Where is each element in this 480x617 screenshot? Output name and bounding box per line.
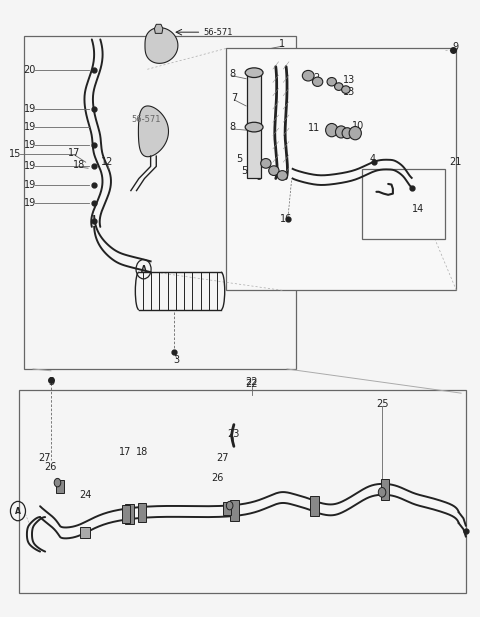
Text: 5: 5 [236, 154, 242, 164]
Text: 14: 14 [412, 204, 424, 213]
Text: 4: 4 [370, 154, 376, 164]
Text: 10: 10 [352, 121, 365, 131]
Ellipse shape [335, 83, 343, 91]
Text: 27: 27 [216, 453, 228, 463]
Ellipse shape [349, 126, 361, 140]
Ellipse shape [269, 166, 279, 175]
Text: 56-571: 56-571 [131, 115, 161, 125]
Text: 25: 25 [376, 399, 388, 409]
Ellipse shape [327, 78, 336, 86]
Text: 8: 8 [229, 122, 235, 132]
Text: 6: 6 [256, 172, 262, 181]
Text: A: A [141, 265, 146, 274]
Text: 19: 19 [24, 162, 36, 172]
Text: 19: 19 [24, 140, 36, 151]
Text: 3: 3 [48, 377, 54, 387]
Bar [24, 36, 297, 369]
Bar [223, 502, 231, 515]
Text: 23: 23 [227, 429, 239, 439]
Text: 22: 22 [245, 379, 258, 389]
Bar [80, 528, 90, 538]
Text: A: A [15, 507, 21, 516]
Text: 56-571: 56-571 [204, 28, 233, 36]
Text: 21: 21 [449, 157, 462, 167]
Ellipse shape [302, 70, 314, 81]
Text: 5: 5 [241, 165, 248, 176]
Ellipse shape [54, 478, 61, 487]
Text: 26: 26 [45, 462, 57, 472]
Text: 19: 19 [24, 104, 36, 114]
Bar [19, 390, 466, 593]
Text: 12: 12 [101, 157, 114, 167]
Text: 27: 27 [38, 453, 51, 463]
Ellipse shape [261, 159, 271, 168]
Text: 19: 19 [24, 180, 36, 189]
Text: 19: 19 [24, 197, 36, 208]
Bar [381, 479, 389, 500]
Ellipse shape [227, 502, 233, 510]
Text: 7: 7 [231, 93, 238, 103]
Ellipse shape [277, 171, 288, 180]
Bar [122, 505, 131, 523]
Text: 13: 13 [343, 87, 355, 97]
Bar [226, 49, 456, 291]
Text: 20: 20 [24, 65, 36, 75]
Bar [247, 73, 261, 178]
Text: 26: 26 [211, 473, 224, 483]
Ellipse shape [245, 68, 263, 78]
Text: 13: 13 [343, 75, 355, 85]
Ellipse shape [378, 487, 386, 497]
Text: 9: 9 [452, 43, 458, 52]
Text: 11: 11 [308, 123, 321, 133]
Text: 8: 8 [229, 69, 235, 79]
Text: 24: 24 [80, 490, 92, 500]
Text: 15: 15 [9, 149, 21, 159]
Text: 1: 1 [279, 39, 286, 49]
Bar [230, 500, 239, 521]
Text: 17: 17 [68, 148, 81, 158]
Bar [138, 503, 146, 521]
Text: 17: 17 [119, 447, 131, 457]
Text: 18: 18 [136, 447, 148, 457]
Text: 16: 16 [280, 214, 292, 224]
Polygon shape [138, 106, 168, 157]
Polygon shape [145, 28, 178, 64]
Ellipse shape [342, 128, 352, 139]
Bar [362, 170, 444, 239]
Ellipse shape [336, 126, 347, 138]
Ellipse shape [342, 86, 350, 93]
Bar [310, 496, 319, 516]
Ellipse shape [325, 123, 338, 137]
Text: 3: 3 [173, 355, 180, 365]
Polygon shape [155, 24, 163, 33]
Bar [56, 479, 64, 493]
Bar [125, 503, 134, 524]
Ellipse shape [245, 122, 263, 132]
Ellipse shape [312, 77, 323, 86]
Text: 2: 2 [313, 73, 320, 83]
Text: 22: 22 [245, 377, 258, 387]
Text: 19: 19 [24, 122, 36, 132]
Text: 18: 18 [73, 160, 85, 170]
